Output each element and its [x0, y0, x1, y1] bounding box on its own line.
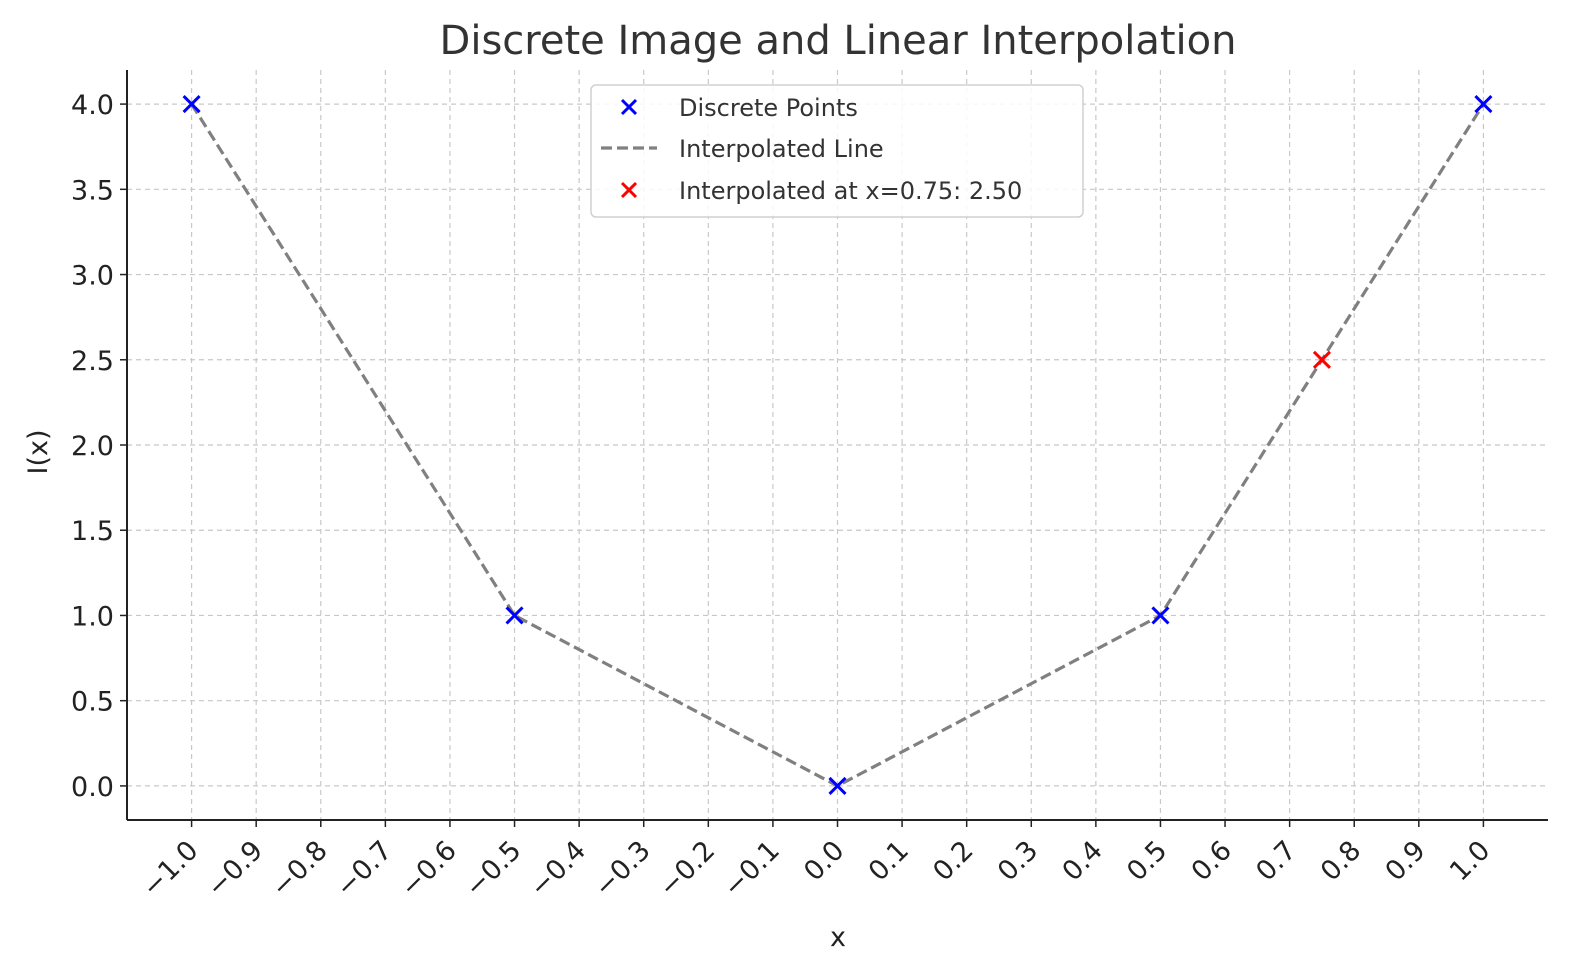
y-axis-ticks: 0.0 0.5 1.0 1.5 2.0 2.5 3.0 3.5 4.0	[71, 90, 127, 803]
x-tick-label: 0.9	[1379, 835, 1431, 887]
x-tick-label: 1.0	[1444, 835, 1496, 887]
x-axis-ticks: −1.0−0.9−0.8−0.7−0.6−0.5−0.4−0.3−0.2−0.1…	[136, 820, 1496, 903]
x-tick-label: −0.5	[459, 835, 527, 903]
interpolated-point-series	[1312, 350, 1331, 369]
x-tick-label: 0.4	[1057, 835, 1109, 887]
x-tick-label: −0.8	[265, 835, 333, 903]
legend-discrete-marker	[620, 98, 638, 116]
y-tick-label: 2.0	[71, 431, 114, 462]
y-tick-label: 3.0	[71, 261, 114, 292]
discrete-point-marker-stroke-b	[828, 776, 847, 795]
x-tick-label: −0.4	[524, 835, 592, 903]
discrete-point-marker-stroke-b	[182, 95, 201, 114]
x-tick-label: 0.5	[1121, 835, 1173, 887]
chart-title: Discrete Image and Linear Interpolation	[440, 18, 1237, 64]
x-tick-label: 0.3	[992, 835, 1044, 887]
interpolated-point-marker-stroke-b	[1312, 350, 1331, 369]
legend-interpolated-marker-stroke-b	[620, 181, 638, 199]
discrete-point-marker-stroke-b	[505, 606, 524, 625]
y-tick-label: 1.0	[71, 601, 114, 632]
y-tick-label: 2.5	[71, 346, 114, 377]
x-tick-label: 0.7	[1250, 835, 1302, 887]
y-tick-label: 3.5	[71, 175, 114, 206]
x-tick-label: 0.2	[927, 835, 979, 887]
discrete-point-marker	[182, 95, 201, 114]
discrete-point-marker-stroke-b	[1474, 95, 1493, 114]
legend-label: Interpolated at x=0.75: 2.50	[679, 177, 1022, 205]
interpolated-point-marker	[1312, 350, 1331, 369]
x-tick-label: 0.0	[798, 835, 850, 887]
legend-label: Interpolated Line	[679, 135, 884, 163]
y-tick-label: 0.0	[71, 772, 114, 803]
legend-interpolated-marker	[620, 181, 638, 199]
y-tick-label: 4.0	[71, 90, 114, 121]
discrete-point-marker	[1474, 95, 1493, 114]
legend-box	[590, 84, 1084, 218]
discrete-point-marker	[505, 606, 524, 625]
discrete-points-series	[182, 95, 1493, 795]
x-tick-label: 0.8	[1315, 835, 1367, 887]
x-tick-label: 0.1	[863, 835, 915, 887]
grid	[127, 70, 1548, 820]
legend: Discrete Points Interpolated Line Interpol…	[590, 84, 1084, 218]
discrete-point-marker	[1151, 606, 1170, 625]
x-tick-label: −0.2	[653, 835, 721, 903]
x-tick-label: 0.6	[1186, 835, 1238, 887]
x-tick-label: −1.0	[136, 835, 204, 903]
x-tick-label: −0.1	[718, 835, 786, 903]
legend-discrete-marker-stroke-b	[620, 98, 638, 116]
x-tick-label: −0.9	[201, 835, 269, 903]
x-tick-label: −0.7	[330, 835, 398, 903]
y-tick-label: 0.5	[71, 687, 114, 718]
discrete-point-marker-stroke-b	[1151, 606, 1170, 625]
x-axis-label: x	[830, 922, 846, 953]
y-tick-label: 1.5	[71, 516, 114, 547]
x-tick-label: −0.3	[588, 835, 656, 903]
y-axis-label: I(x)	[23, 429, 54, 474]
x-tick-label: −0.6	[395, 835, 463, 903]
discrete-point-marker	[828, 776, 847, 795]
legend-label: Discrete Points	[679, 94, 858, 122]
